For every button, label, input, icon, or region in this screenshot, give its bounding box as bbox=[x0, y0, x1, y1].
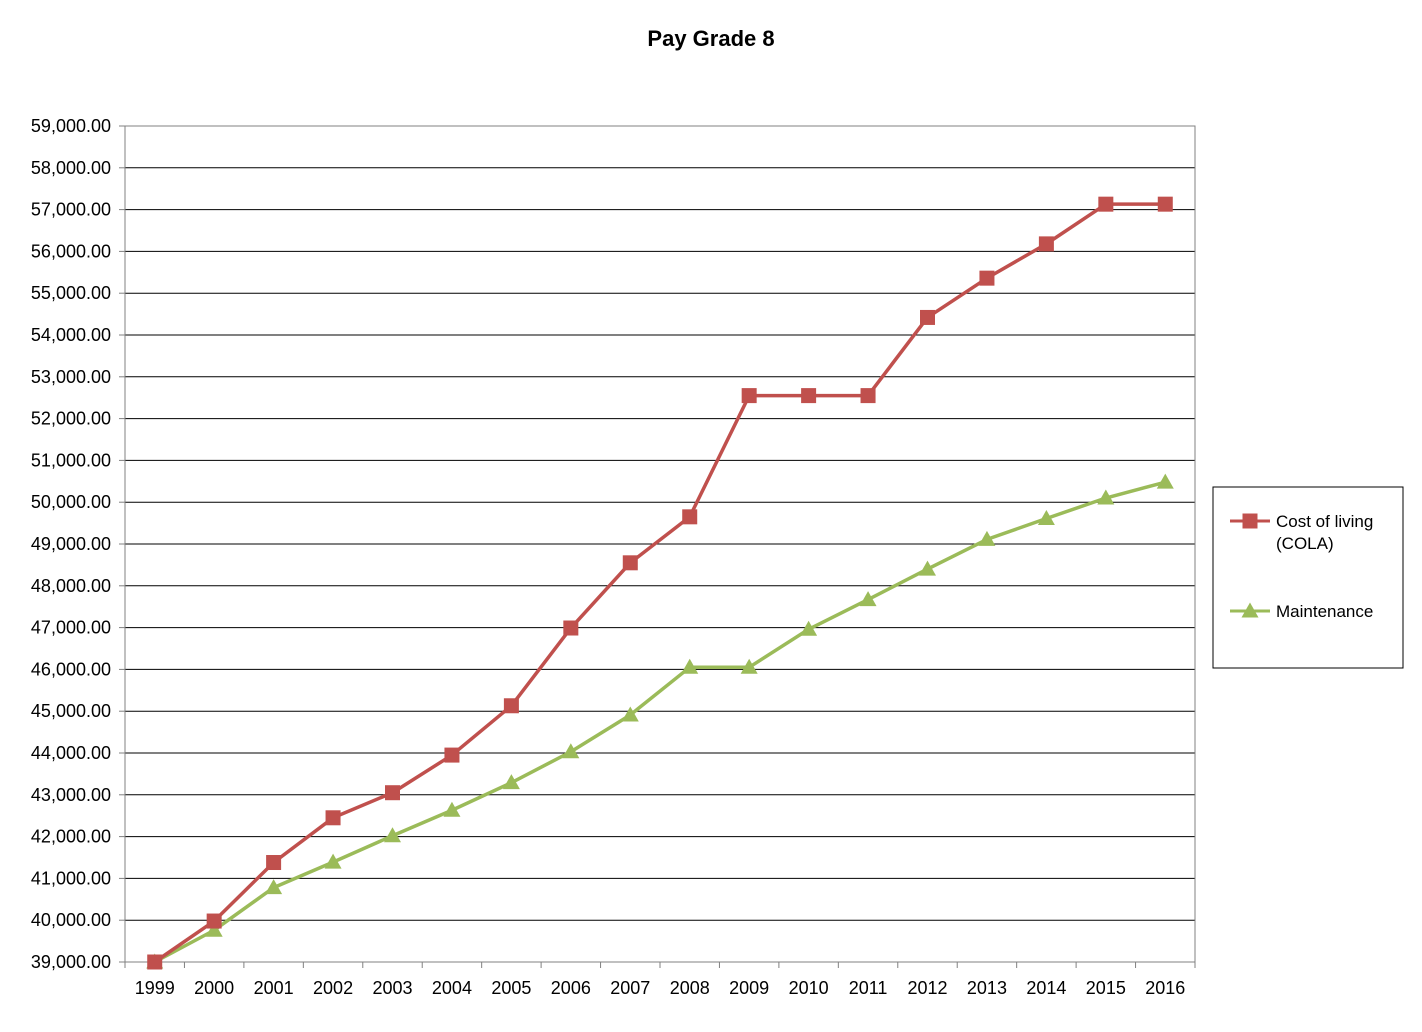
data-point bbox=[1098, 196, 1114, 212]
x-tick-label: 2002 bbox=[313, 978, 353, 998]
data-point bbox=[919, 560, 936, 576]
data-point bbox=[562, 743, 580, 759]
data-point bbox=[740, 658, 758, 674]
data-point bbox=[563, 620, 579, 636]
data-point bbox=[385, 785, 400, 801]
data-point bbox=[384, 827, 401, 843]
y-tick-label: 50,000.00 bbox=[31, 492, 111, 512]
x-tick-label: 2011 bbox=[849, 978, 888, 998]
series-0 bbox=[147, 196, 1173, 970]
y-tick-label: 57,000.00 bbox=[31, 200, 111, 220]
y-tick-label: 53,000.00 bbox=[31, 367, 111, 387]
chart-title: Pay Grade 8 bbox=[647, 26, 774, 51]
plot-area-border bbox=[124, 125, 1196, 963]
data-point bbox=[1038, 236, 1054, 252]
legend-label: (COLA) bbox=[1276, 534, 1334, 553]
x-axis-ticks: 1999 2000 2001 2002 2003 2004 2005 2006 2007 2008… bbox=[124, 962, 1196, 998]
y-tick-label: 49,000.00 bbox=[31, 534, 111, 554]
legend-entry: Cost of living (COLA) bbox=[1230, 512, 1373, 553]
data-point bbox=[206, 913, 222, 929]
legend-entry: Maintenance bbox=[1230, 602, 1373, 621]
gridlines bbox=[125, 167, 1195, 921]
data-point bbox=[325, 810, 341, 826]
x-tick-label: 2015 bbox=[1086, 978, 1126, 998]
data-point bbox=[1156, 473, 1174, 489]
y-tick-label: 54,000.00 bbox=[31, 325, 111, 345]
y-tick-label: 55,000.00 bbox=[31, 283, 111, 303]
y-tick-label: 43,000.00 bbox=[31, 785, 111, 805]
data-point bbox=[205, 921, 223, 937]
x-tick-label: 2009 bbox=[729, 978, 769, 998]
data-point bbox=[502, 774, 520, 790]
data-point bbox=[978, 530, 996, 546]
data-point bbox=[681, 658, 699, 674]
y-tick-label: 39,000.00 bbox=[31, 952, 111, 972]
x-tick-label: 2006 bbox=[551, 978, 591, 998]
data-point bbox=[621, 706, 639, 722]
data-point bbox=[444, 747, 460, 763]
y-tick-label: 59,000.00 bbox=[31, 116, 111, 136]
y-tick-label: 51,000.00 bbox=[31, 450, 111, 470]
y-tick-label: 48,000.00 bbox=[31, 576, 111, 596]
data-point bbox=[266, 855, 282, 871]
legend-marker bbox=[1241, 602, 1259, 618]
x-tick-label: 2016 bbox=[1145, 978, 1185, 998]
data-point bbox=[503, 698, 519, 714]
data-point bbox=[800, 620, 818, 636]
data-point bbox=[265, 879, 283, 895]
legend-label: Cost of living bbox=[1276, 512, 1373, 531]
x-tick-label: 2010 bbox=[789, 978, 829, 998]
x-tick-label: 2004 bbox=[432, 978, 472, 998]
legend: Cost of living (COLA) Maintenance bbox=[1212, 486, 1404, 669]
data-point bbox=[859, 591, 877, 607]
data-point bbox=[324, 853, 342, 869]
y-tick-label: 41,000.00 bbox=[31, 868, 111, 888]
data-point bbox=[1157, 196, 1173, 212]
y-tick-label: 47,000.00 bbox=[31, 618, 111, 638]
x-tick-label: 2014 bbox=[1026, 978, 1066, 998]
x-tick-label: 2000 bbox=[194, 978, 234, 998]
y-tick-label: 40,000.00 bbox=[31, 910, 111, 930]
data-point bbox=[443, 801, 461, 817]
x-tick-label: 2003 bbox=[372, 978, 412, 998]
data-point bbox=[622, 555, 638, 571]
series-layer bbox=[146, 196, 1174, 970]
data-point bbox=[860, 388, 876, 404]
data-point bbox=[1097, 489, 1115, 505]
y-tick-label: 58,000.00 bbox=[31, 158, 111, 178]
y-tick-label: 56,000.00 bbox=[31, 241, 111, 261]
y-tick-label: 46,000.00 bbox=[31, 659, 111, 679]
data-point bbox=[682, 509, 698, 525]
x-tick-label: 2008 bbox=[670, 978, 710, 998]
y-tick-label: 45,000.00 bbox=[31, 701, 111, 721]
x-tick-label: 2005 bbox=[491, 978, 531, 998]
y-tick-label: 42,000.00 bbox=[31, 827, 111, 847]
y-axis-ticks: 39,000.00 40,000.00 41,000.00 42,000.00 43,0… bbox=[31, 116, 125, 972]
series-line bbox=[153, 480, 1166, 964]
series-line bbox=[153, 202, 1166, 964]
y-tick-label: 52,000.00 bbox=[31, 409, 111, 429]
data-point bbox=[1037, 510, 1055, 526]
x-tick-label: 2013 bbox=[967, 978, 1007, 998]
data-point bbox=[979, 270, 995, 286]
x-tick-label: 2007 bbox=[610, 978, 650, 998]
legend-label: Maintenance bbox=[1276, 602, 1373, 621]
data-point bbox=[801, 388, 817, 404]
series-1 bbox=[146, 473, 1174, 969]
data-point bbox=[741, 388, 757, 404]
legend-marker bbox=[1242, 513, 1258, 529]
x-tick-label: 1999 bbox=[135, 978, 175, 998]
y-tick-label: 44,000.00 bbox=[31, 743, 111, 763]
data-point bbox=[147, 954, 163, 970]
data-point bbox=[920, 309, 935, 325]
x-tick-label: 2012 bbox=[907, 978, 947, 998]
x-tick-label: 2001 bbox=[254, 978, 294, 998]
